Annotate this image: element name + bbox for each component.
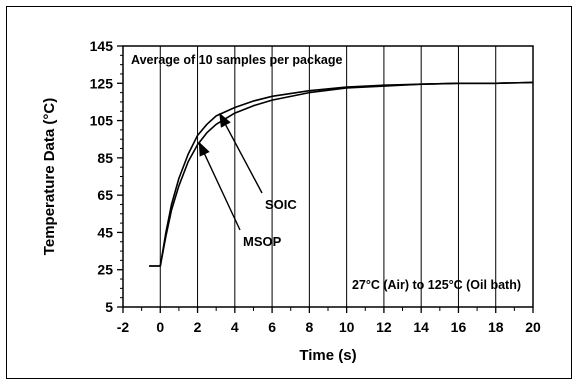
y-tick-label: 125 <box>90 75 114 91</box>
grid-lines <box>159 46 497 307</box>
x-tick-label: -2 <box>117 319 130 335</box>
callout-label-msop: MSOP <box>243 234 282 249</box>
annotation-conditions: 27°C (Air) to 125°C (Oil bath) <box>352 278 521 292</box>
y-tick-label: 25 <box>97 262 113 278</box>
x-tick-label: 16 <box>451 319 467 335</box>
x-axis-title: Time (s) <box>299 347 356 364</box>
tick-marks <box>117 45 534 313</box>
x-tick-label: 4 <box>231 319 239 335</box>
y-tick-label: 5 <box>105 299 113 315</box>
y-axis-title: Temperature Data (°C) <box>41 98 58 255</box>
x-tick-label: 6 <box>268 319 276 335</box>
plot-area <box>122 45 534 308</box>
callouts: SOIC MSOP <box>198 112 297 249</box>
callout-arrow-soic <box>219 112 263 194</box>
x-tick-label: 12 <box>376 319 392 335</box>
y-tick-label: 45 <box>97 224 113 240</box>
x-tick-label: 20 <box>525 319 541 335</box>
tick-labels: -2 0 2 4 6 8 10 12 14 16 18 20 5 25 45 65 85 105 125 145 <box>90 38 541 335</box>
x-tick-label: 10 <box>339 319 355 335</box>
y-tick-label: 105 <box>90 113 114 129</box>
annotation-samples: Average of 10 samples per package <box>131 53 342 67</box>
series-line-msop <box>149 81 534 267</box>
series-line-soic <box>149 81 534 267</box>
y-tick-label: 65 <box>97 187 113 203</box>
x-tick-label: 2 <box>194 319 202 335</box>
y-tick-label: 145 <box>90 38 114 54</box>
x-tick-label: 14 <box>413 319 429 335</box>
chart-frame <box>6 6 572 379</box>
x-tick-label: 18 <box>488 319 504 335</box>
series-lines <box>149 81 534 267</box>
callout-label-soic: SOIC <box>265 197 297 212</box>
y-tick-label: 85 <box>97 150 113 166</box>
x-tick-label: 0 <box>156 319 164 335</box>
x-tick-label: 8 <box>305 319 313 335</box>
callout-arrow-msop <box>198 141 241 231</box>
